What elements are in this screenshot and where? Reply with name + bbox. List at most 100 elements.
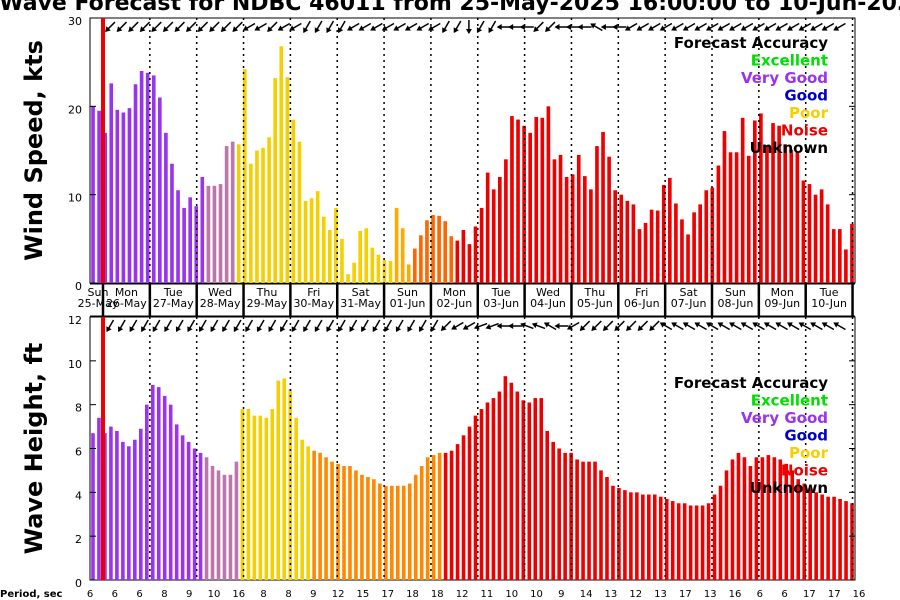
bar: [376, 254, 381, 283]
bar: [121, 441, 125, 580]
now-marker: [101, 317, 105, 580]
direction-arrow: [706, 22, 719, 31]
day-name: Tue: [819, 286, 839, 299]
period-value: 13: [654, 589, 667, 600]
direction-arrow: [175, 319, 184, 333]
day-date: 26-May: [106, 297, 147, 310]
direction-arrow: [488, 20, 497, 34]
bar: [342, 466, 346, 580]
bar: [539, 398, 544, 580]
day-name: Wed: [208, 286, 232, 299]
direction-arrow: [358, 22, 372, 31]
bar: [625, 200, 630, 283]
bar: [635, 492, 639, 580]
direction-arrow: [694, 322, 707, 331]
day-date: 25-May: [78, 297, 119, 310]
direction-arrow: [139, 21, 151, 32]
bar: [303, 200, 308, 283]
bar: [212, 185, 217, 283]
legend-entry: Excellent: [751, 392, 828, 410]
bar: [740, 117, 745, 283]
direction-arrow: [579, 320, 591, 331]
bar: [545, 430, 549, 580]
bar: [204, 457, 209, 580]
direction-arrow: [787, 22, 800, 31]
bar: [670, 501, 675, 580]
direction-arrow: [649, 320, 660, 331]
bar: [455, 240, 460, 283]
bar: [802, 483, 806, 580]
direction-arrow: [407, 319, 416, 333]
day-date: 08-Jun: [718, 297, 754, 310]
bar: [358, 230, 362, 283]
direction-arrow: [105, 21, 116, 32]
day-name: Thu: [584, 286, 606, 299]
direction-arrow: [659, 22, 673, 31]
day-date: 04-Jun: [530, 297, 566, 310]
bar: [425, 220, 429, 283]
bar: [121, 112, 126, 284]
bar: [686, 234, 690, 283]
y-tick-label: 8: [75, 402, 82, 415]
direction-arrow: [245, 319, 254, 333]
period-value: 13: [704, 589, 717, 600]
day-date: 28-May: [200, 297, 241, 310]
bar: [372, 479, 376, 580]
day-date: 09-Jun: [764, 297, 800, 310]
bar: [273, 78, 277, 283]
direction-arrow: [763, 22, 777, 31]
bar: [352, 262, 356, 283]
direction-arrow: [174, 21, 185, 32]
bar: [354, 470, 358, 580]
direction-arrow: [233, 319, 242, 333]
bar: [754, 457, 759, 580]
direction-arrow: [798, 322, 812, 331]
bar: [360, 474, 364, 580]
bar: [676, 503, 681, 580]
bar: [674, 203, 678, 283]
day-date: 07-Jun: [671, 297, 707, 310]
bar: [334, 207, 338, 283]
period-value: 8: [285, 589, 291, 600]
bar: [814, 492, 818, 580]
period-value: 9: [186, 589, 192, 600]
direction-arrow: [659, 322, 673, 331]
period-value: 11: [481, 589, 494, 600]
period-value: 12: [629, 589, 642, 600]
legend-entry: Poor: [789, 104, 829, 122]
y-tick-label: 0: [75, 280, 82, 293]
bar: [449, 236, 454, 283]
y-tick-label: 10: [68, 358, 82, 371]
direction-arrow: [430, 319, 439, 333]
direction-arrow: [277, 22, 291, 31]
direction-arrow: [256, 319, 265, 333]
bar: [164, 132, 168, 283]
bar: [186, 441, 191, 580]
bar: [413, 248, 417, 283]
day-name: Tue: [163, 286, 183, 299]
bar: [668, 177, 672, 283]
bar: [318, 452, 322, 580]
period-value: 9: [558, 589, 564, 600]
direction-arrow: [116, 21, 128, 32]
bar: [315, 191, 320, 283]
day-name: Sat: [680, 286, 699, 299]
bar: [694, 505, 699, 580]
bar: [431, 214, 435, 283]
period-value: 10: [208, 589, 221, 600]
bar: [168, 404, 173, 580]
bar: [637, 229, 642, 283]
direction-arrow: [151, 21, 162, 32]
direction-arrow: [545, 21, 556, 32]
period-value: 13: [605, 589, 618, 600]
bar: [133, 439, 137, 580]
bar: [276, 380, 281, 580]
direction-arrow: [775, 22, 788, 31]
day-name: Fri: [307, 286, 320, 299]
plot-frame: [89, 17, 856, 284]
direction-arrow: [268, 319, 277, 333]
period-value: 6: [87, 589, 93, 600]
bar: [570, 174, 575, 283]
day-name: Sun: [397, 286, 418, 299]
bar: [583, 176, 587, 283]
